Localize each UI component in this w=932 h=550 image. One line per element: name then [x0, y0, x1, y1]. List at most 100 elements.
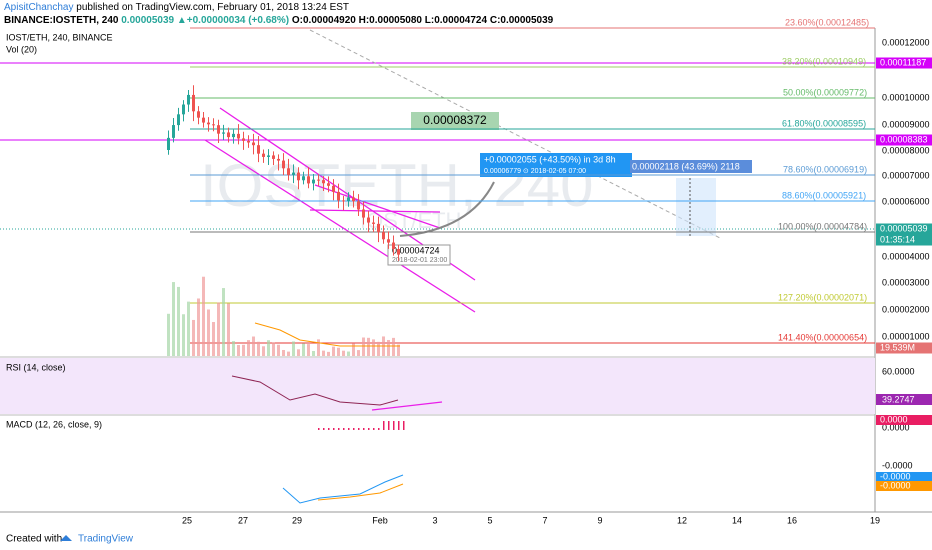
candle	[367, 217, 370, 223]
price-label: 0.00007000	[882, 170, 930, 180]
price-label: 0.00006000	[882, 196, 930, 206]
macd-hist	[388, 421, 390, 430]
volume-bar	[202, 276, 205, 356]
header: ApisitChanchay published on TradingView.…	[4, 2, 349, 13]
date-label: 16	[787, 515, 797, 525]
price-label: 0.00003000	[882, 277, 930, 287]
projection-arrow	[399, 181, 495, 237]
rsi-tag-bg	[876, 394, 932, 405]
volume-bar	[387, 339, 390, 356]
candle	[247, 140, 250, 143]
macd-tag: -0.0000	[880, 471, 911, 481]
volume-bar	[352, 343, 355, 356]
author[interactable]: ApisitChanchay	[4, 2, 74, 13]
fib-label: 23.60%(0.00012485)	[785, 17, 869, 27]
volume-bar	[302, 343, 305, 356]
candle	[207, 122, 210, 125]
macd-hist	[393, 421, 395, 430]
candle	[382, 232, 385, 240]
candle	[392, 242, 395, 250]
price-label: 0.00012000	[882, 37, 930, 47]
macd-hist	[378, 428, 380, 430]
volume-bar	[257, 341, 260, 356]
fib-label: 100.00%(0.00004784)	[778, 221, 867, 231]
fib-label: 61.80%(0.00008595)	[782, 118, 866, 128]
price-label: 0.00009000	[882, 119, 930, 129]
volume-bar	[267, 340, 270, 356]
fib-label: 50.00%(0.00009772)	[783, 87, 867, 97]
candle	[167, 137, 170, 150]
change: +0.00000034 (+0.68%)	[186, 15, 290, 26]
macd-hist	[318, 428, 320, 430]
candle	[302, 176, 305, 181]
volume-bar	[327, 351, 330, 356]
projection-box	[480, 153, 632, 177]
volume-bar	[187, 301, 190, 356]
low: L:0.00004724	[424, 15, 488, 26]
macd-hist	[363, 428, 365, 430]
volume-bar	[222, 288, 225, 356]
date-label: 9	[597, 515, 602, 525]
macd-hist	[348, 428, 350, 430]
rsi-band	[0, 358, 875, 414]
fib-label: 88.60%(0.00005921)	[782, 190, 866, 200]
macd-level: 0.0000	[882, 422, 910, 432]
macd-title: MACD (12, 26, close, 9)	[6, 419, 102, 429]
volume-bar	[227, 303, 230, 356]
high: H:0.00005080	[358, 15, 422, 26]
candle	[347, 197, 350, 201]
candle	[292, 172, 295, 175]
volume-bar	[182, 314, 185, 356]
published: published on TradingView.com, February 0…	[76, 2, 350, 13]
volume-bar	[377, 341, 380, 356]
symbol-line: BINANCE:IOSTETH, 240 0.00005039 ▲+0.0000…	[4, 15, 554, 26]
candle	[377, 223, 380, 233]
candle	[197, 111, 200, 118]
volume-bar	[207, 309, 210, 356]
date-label: 12	[677, 515, 687, 525]
last: 0.00005039	[121, 15, 175, 26]
candle	[277, 158, 280, 161]
volume-bar	[337, 347, 340, 356]
macd-hist	[338, 428, 340, 430]
price-tag-bg	[876, 223, 932, 235]
candle	[182, 104, 185, 115]
volume-bar	[287, 351, 290, 356]
volume-bar	[342, 350, 345, 356]
date-label: 25	[182, 515, 192, 525]
candle	[222, 132, 225, 134]
price-tag: 0.00008383	[880, 134, 928, 144]
macd-tag: 0.0000	[880, 414, 908, 424]
volume-bar	[192, 319, 195, 356]
volume-bar	[347, 351, 350, 356]
candle	[342, 200, 345, 202]
macd-hist	[358, 428, 360, 430]
macd-hist	[333, 428, 335, 430]
candle	[372, 222, 375, 224]
footer-brand[interactable]: TradingView	[78, 534, 134, 545]
candle	[322, 180, 325, 184]
close: C:0.00005039	[489, 15, 554, 26]
macd-hist	[353, 428, 355, 430]
rsi-tag: 39.2747	[882, 394, 915, 404]
price-tag: 19.539M	[880, 342, 915, 352]
candle	[172, 125, 175, 138]
range-box	[676, 178, 716, 236]
volume-bar	[357, 350, 360, 356]
fib-label: 38.20%(0.00010949)	[782, 56, 866, 66]
candle	[212, 124, 215, 126]
low-box	[387, 244, 451, 266]
range-label-box	[630, 160, 752, 173]
price-label: 0.00010000	[882, 92, 930, 102]
date-label: 19	[870, 515, 880, 525]
candle	[257, 145, 260, 154]
legend-volume: Vol (20)	[6, 44, 37, 54]
volume-bar	[367, 337, 370, 356]
price-tag: 0.00011187	[880, 57, 926, 67]
macd-lower-level: -0.0000	[882, 460, 913, 470]
macd-hist	[323, 428, 325, 430]
volume-bar	[282, 349, 285, 356]
macd-tag: -0.0000	[880, 480, 911, 490]
candle	[337, 191, 340, 201]
